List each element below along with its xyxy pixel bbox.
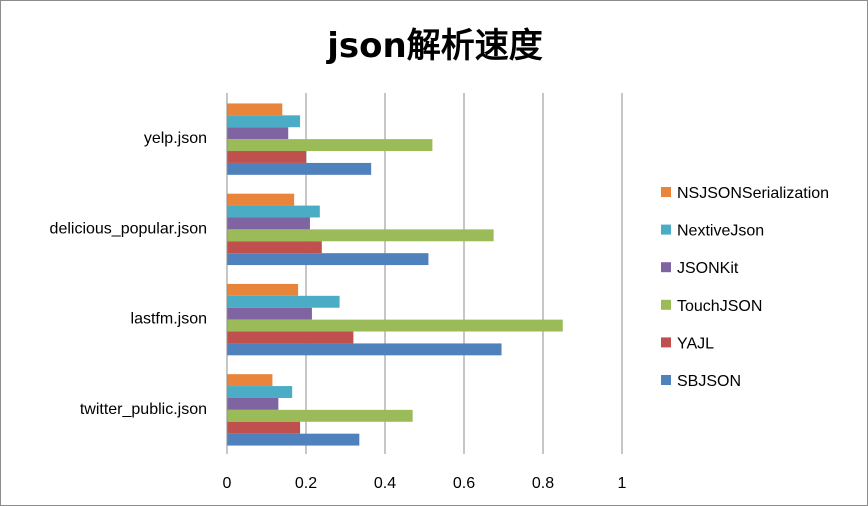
bar bbox=[227, 217, 310, 230]
bars bbox=[227, 103, 563, 446]
legend-label: TouchJSON bbox=[677, 298, 762, 315]
category-label: delicious_popular.json bbox=[50, 220, 207, 237]
bar bbox=[227, 115, 301, 128]
bar bbox=[227, 409, 413, 422]
category-label: twitter_public.json bbox=[80, 401, 207, 418]
x-tick-label: 0 bbox=[223, 475, 232, 492]
bar bbox=[227, 433, 360, 446]
bar bbox=[227, 253, 429, 266]
legend-label: JSONKit bbox=[677, 260, 739, 277]
x-tick-label: 0.8 bbox=[532, 475, 554, 492]
bar bbox=[227, 307, 312, 320]
bar bbox=[227, 241, 322, 254]
bar bbox=[227, 103, 283, 116]
legend-swatch bbox=[661, 262, 671, 273]
legend-swatch bbox=[661, 299, 671, 310]
x-tick-label: 0.6 bbox=[453, 475, 475, 492]
legend: NSJSONSerialization NextiveJson JSONKit Tou… bbox=[661, 185, 829, 390]
bar bbox=[227, 295, 340, 308]
bar bbox=[227, 127, 289, 140]
legend-swatch bbox=[661, 375, 671, 385]
legend-swatch bbox=[661, 224, 671, 235]
bar bbox=[227, 151, 306, 163]
bar bbox=[227, 374, 273, 387]
bar bbox=[227, 331, 354, 344]
category-label: lastfm.json bbox=[131, 311, 207, 328]
x-tick-labels: 0 0.2 0.4 0.6 0.8 1 bbox=[223, 475, 627, 492]
x-tick-label: 1 bbox=[618, 475, 627, 492]
bar bbox=[227, 319, 563, 332]
category-labels: yelp.json delicious_popular.json lastfm.js… bbox=[50, 130, 207, 418]
legend-swatch bbox=[661, 187, 671, 197]
category-label: yelp.json bbox=[144, 130, 207, 147]
bar bbox=[227, 139, 433, 152]
legend-label: YAJL bbox=[677, 335, 714, 352]
bar bbox=[227, 397, 279, 410]
legend-swatch bbox=[661, 337, 671, 348]
grid-lines bbox=[305, 93, 623, 454]
legend-label: NSJSONSerialization bbox=[677, 185, 829, 202]
bar bbox=[227, 283, 299, 296]
bar bbox=[227, 162, 372, 175]
bar bbox=[227, 205, 320, 218]
bar bbox=[227, 193, 295, 206]
x-tick-label: 0.4 bbox=[374, 475, 396, 492]
bar bbox=[227, 343, 502, 356]
legend-label: SBJSON bbox=[677, 373, 741, 390]
bar bbox=[227, 386, 293, 398]
chart-title: json解析速度 bbox=[325, 26, 542, 66]
legend-label: NextiveJson bbox=[677, 223, 764, 240]
bar bbox=[227, 421, 301, 434]
x-tick-label: 0.2 bbox=[295, 475, 317, 492]
bar bbox=[227, 229, 494, 242]
